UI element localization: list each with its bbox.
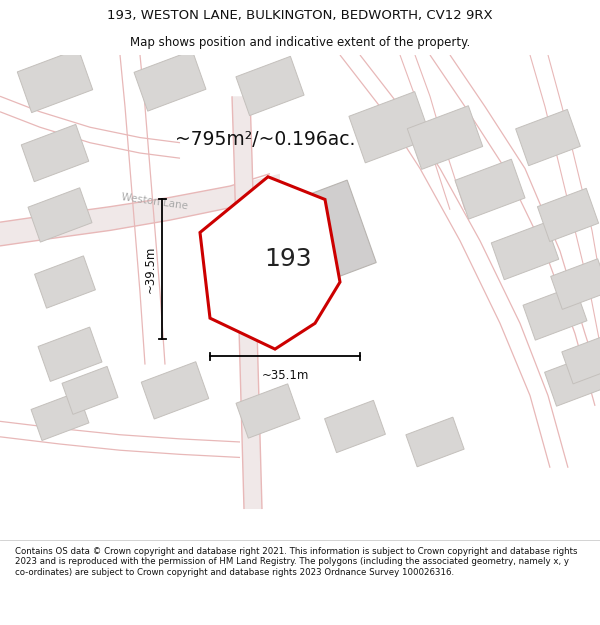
Polygon shape bbox=[134, 51, 206, 111]
Polygon shape bbox=[21, 124, 89, 182]
Polygon shape bbox=[31, 392, 89, 441]
Polygon shape bbox=[545, 354, 600, 406]
Polygon shape bbox=[0, 174, 280, 246]
Polygon shape bbox=[407, 106, 483, 169]
Polygon shape bbox=[244, 180, 376, 301]
Text: 193: 193 bbox=[264, 248, 312, 271]
Text: Weston Lane: Weston Lane bbox=[121, 192, 189, 211]
Polygon shape bbox=[551, 259, 600, 309]
Polygon shape bbox=[236, 384, 300, 438]
Polygon shape bbox=[141, 362, 209, 419]
Text: ~39.5m: ~39.5m bbox=[144, 246, 157, 292]
Polygon shape bbox=[406, 417, 464, 467]
Text: 193, WESTON LANE, BULKINGTON, BEDWORTH, CV12 9RX: 193, WESTON LANE, BULKINGTON, BEDWORTH, … bbox=[107, 9, 493, 22]
Polygon shape bbox=[325, 401, 385, 452]
Polygon shape bbox=[236, 56, 304, 116]
Text: Map shows position and indicative extent of the property.: Map shows position and indicative extent… bbox=[130, 36, 470, 49]
Polygon shape bbox=[200, 177, 340, 349]
Polygon shape bbox=[349, 92, 431, 163]
Polygon shape bbox=[455, 159, 525, 219]
Polygon shape bbox=[17, 49, 93, 112]
Polygon shape bbox=[523, 286, 587, 340]
Text: ~795m²/~0.196ac.: ~795m²/~0.196ac. bbox=[175, 130, 355, 149]
Polygon shape bbox=[62, 366, 118, 414]
Polygon shape bbox=[538, 188, 599, 242]
Polygon shape bbox=[28, 188, 92, 242]
Polygon shape bbox=[491, 222, 559, 280]
Polygon shape bbox=[38, 327, 102, 381]
Text: Contains OS data © Crown copyright and database right 2021. This information is : Contains OS data © Crown copyright and d… bbox=[15, 547, 577, 577]
Text: Carndon Close: Carndon Close bbox=[232, 221, 252, 292]
Text: ~35.1m: ~35.1m bbox=[262, 369, 308, 382]
Polygon shape bbox=[232, 96, 262, 509]
Polygon shape bbox=[562, 335, 600, 384]
Polygon shape bbox=[35, 256, 95, 308]
Polygon shape bbox=[515, 109, 580, 166]
